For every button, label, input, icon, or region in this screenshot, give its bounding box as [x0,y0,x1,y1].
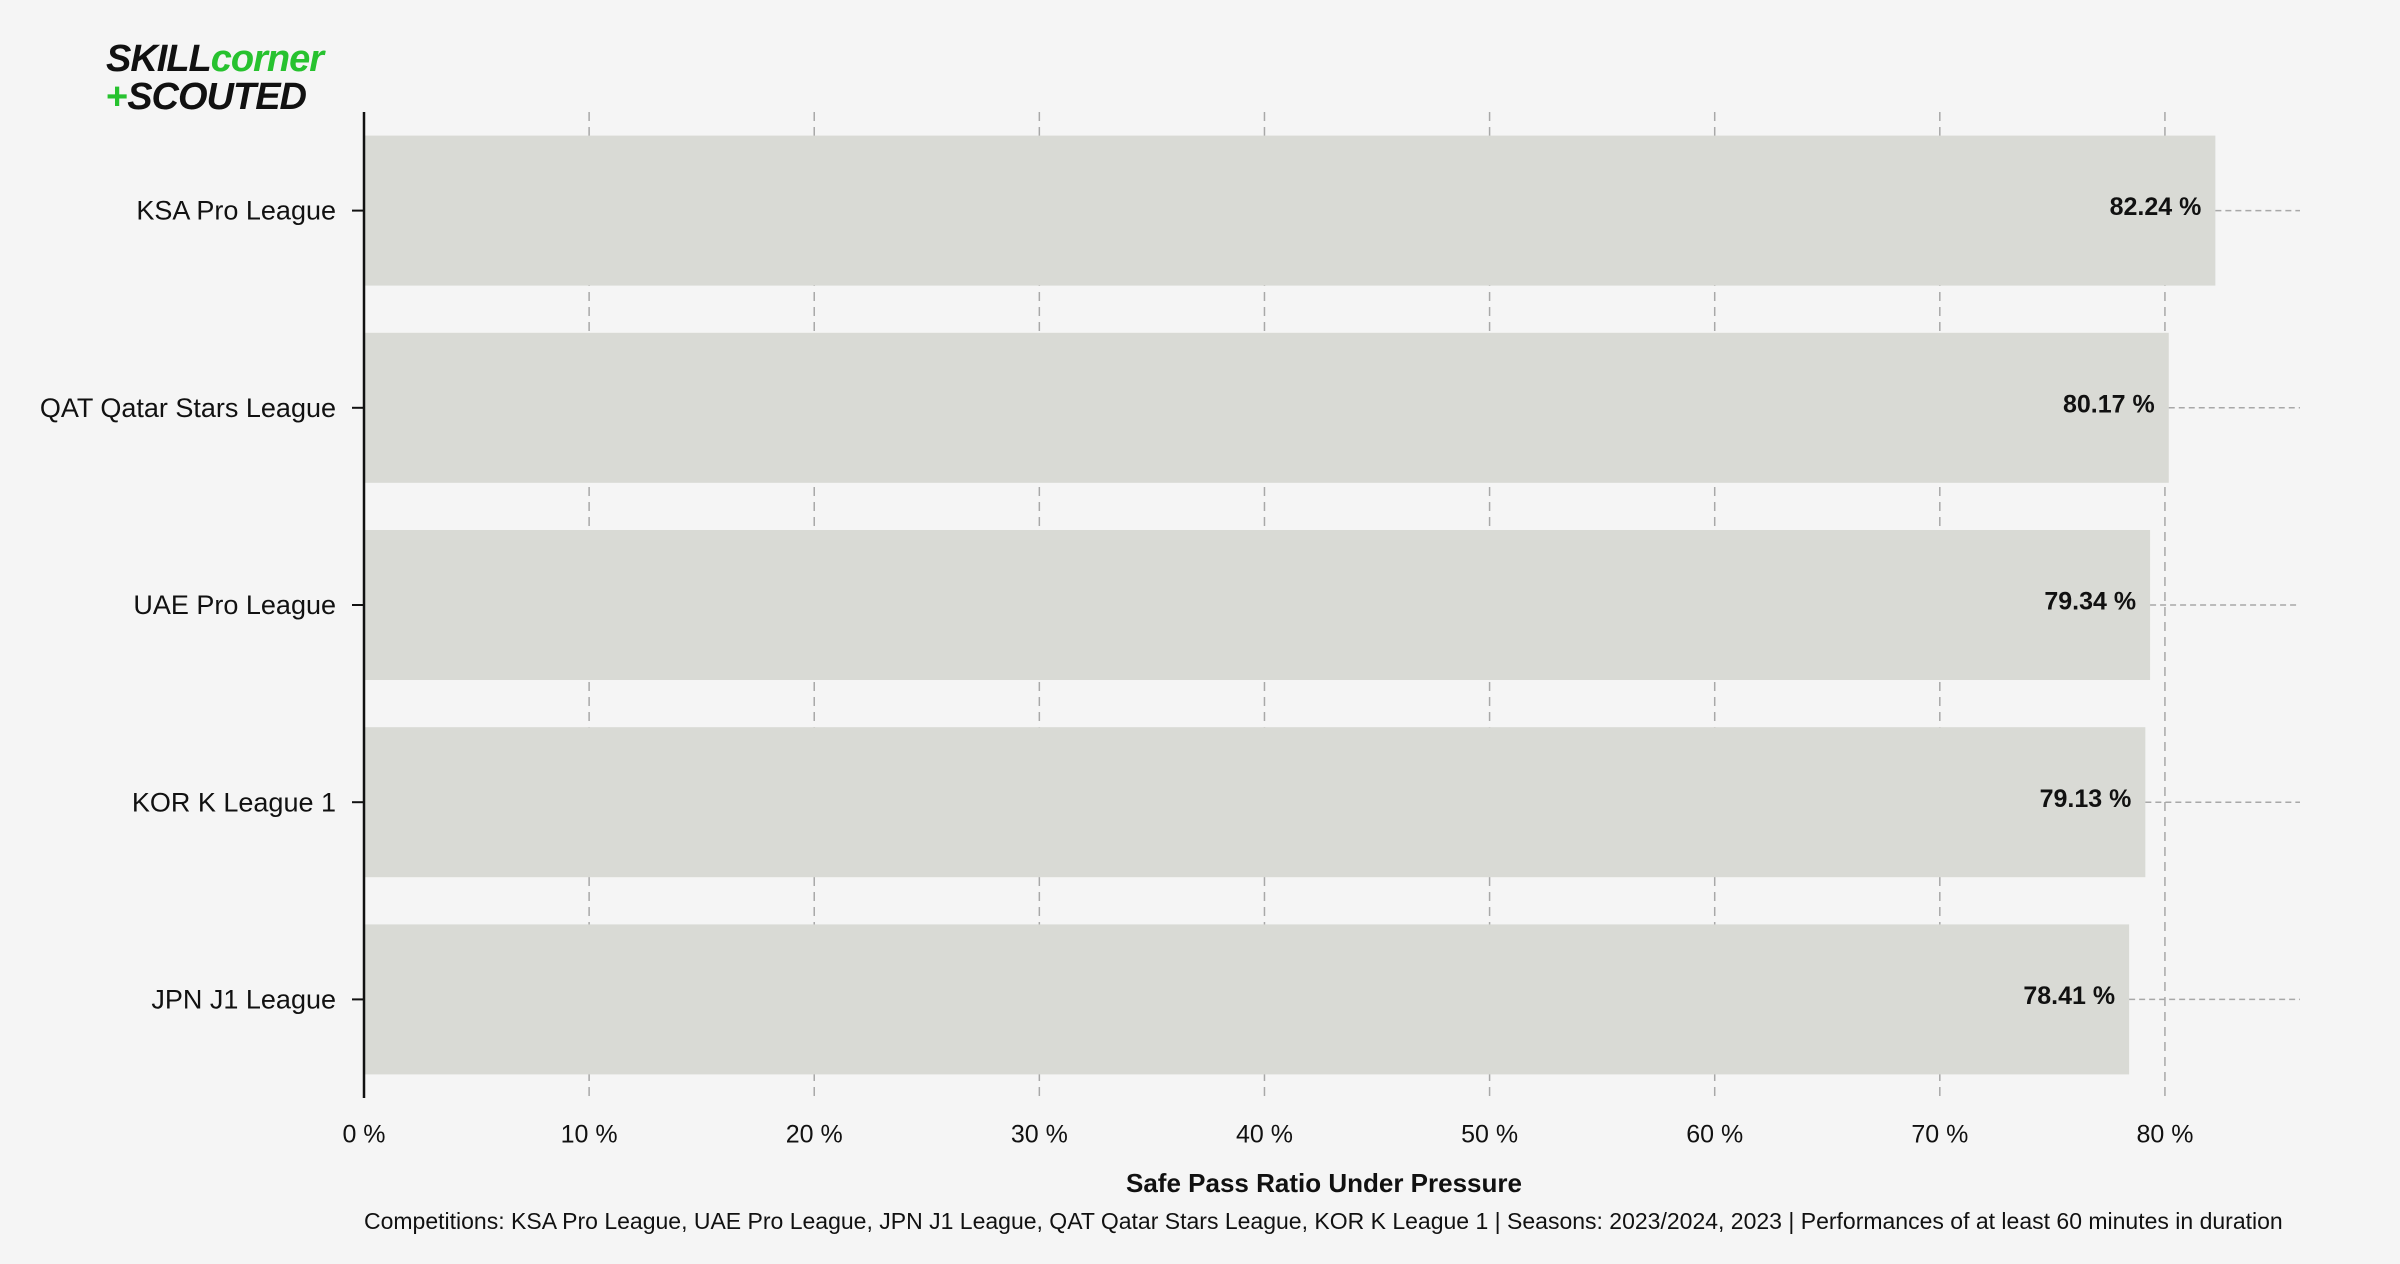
x-tick-label: 0 % [342,1121,385,1149]
bar [364,924,2130,1075]
bar-value-label: 80.17 % [2063,390,2155,418]
x-tick-label: 80 % [2136,1121,2193,1149]
x-tick-label: 10 % [561,1121,618,1149]
x-tick-label: 60 % [1686,1121,1743,1149]
y-tick-label: UAE Pro League [133,590,336,620]
logo-line-1: SKILLcorner [106,38,324,80]
bar [364,727,2146,878]
x-axis-title: Safe Pass Ratio Under Pressure [1126,1168,1522,1198]
bar [364,332,2169,483]
y-tick-label: KOR K League 1 [132,787,336,817]
y-tick-label: JPN J1 League [151,985,336,1015]
x-tick-label: 70 % [1911,1121,1968,1149]
bar [364,135,2216,286]
logo-line-2: +SCOUTED [106,78,323,116]
x-tick-label: 50 % [1461,1121,1518,1149]
logo-scouted-text: SCOUTED [127,76,307,118]
y-tick-label: KSA Pro League [136,196,336,226]
footnote: Competitions: KSA Pro League, UAE Pro Le… [364,1208,2283,1234]
skillcorner-scouted-logo: SKILLcorner +SCOUTED [106,38,324,116]
x-tick-label: 40 % [1236,1121,1293,1149]
bar-value-label: 79.13 % [2040,785,2132,813]
x-tick-label: 30 % [1011,1121,1068,1149]
bar-value-label: 82.24 % [2110,193,2202,221]
bar-value-label: 78.41 % [2023,982,2115,1010]
bar-value-label: 79.34 % [2044,588,2136,616]
logo-skill-text: SKILL [106,38,212,80]
x-tick-label: 20 % [786,1121,843,1149]
bar [364,530,2151,680]
logo-corner-text: corner [210,38,324,80]
logo-plus-text: + [106,76,128,118]
y-tick-label: QAT Qatar Stars League [40,393,336,423]
